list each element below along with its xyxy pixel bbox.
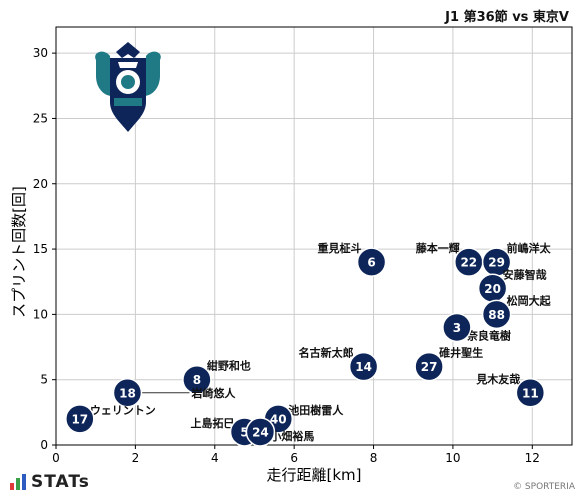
player-number-label: 88 <box>488 308 505 322</box>
player-marker[interactable] <box>182 364 212 395</box>
player-name-label: 名古新太郎 <box>299 346 354 360</box>
player-marker[interactable] <box>414 351 444 382</box>
player-number-label: 17 <box>71 412 88 426</box>
y-axis-label: スプリント回数[回] <box>10 186 28 318</box>
player-number-label: 11 <box>522 386 539 400</box>
copyright-text: © SPORTERIA <box>513 482 575 492</box>
stats-brand: STATs <box>10 472 90 492</box>
player-number-label: 14 <box>355 360 372 374</box>
player-number-label: 22 <box>460 256 477 270</box>
player-marker[interactable] <box>112 378 143 408</box>
player-name-label: 見木友哉 <box>475 372 520 386</box>
player-marker[interactable] <box>481 299 512 330</box>
player-name-label: 碓井聖生 <box>439 346 483 360</box>
x-tick-label: 12 <box>525 451 540 465</box>
x-tick-label: 8 <box>370 451 378 465</box>
y-tick-label: 20 <box>33 177 48 191</box>
player-name-label: 藤本一輝 <box>416 241 460 255</box>
y-tick-label: 25 <box>33 111 48 125</box>
player-marker[interactable] <box>515 378 546 408</box>
player-number-label: 6 <box>367 256 375 270</box>
player-number-label: 5 <box>240 425 248 439</box>
player-name-label: 紺野和也 <box>207 359 251 373</box>
player-name-label: 奈良竜樹 <box>466 328 511 342</box>
player-number-label: 29 <box>488 256 505 270</box>
player-number-label: 8 <box>193 373 201 387</box>
x-tick-label: 6 <box>290 451 298 465</box>
player-name-label: 上島拓巳 <box>191 416 235 430</box>
stats-bars-icon <box>10 474 26 490</box>
grid-lines <box>55 27 572 446</box>
y-tick-label: 10 <box>33 307 48 321</box>
x-axis-label: 走行距離[km] <box>266 466 361 484</box>
player-number-label: 18 <box>119 386 136 400</box>
club-emblem-logo <box>95 42 161 132</box>
player-name-label: 重見柾斗 <box>318 241 362 255</box>
x-tick-label: 4 <box>211 451 219 465</box>
match-title: J1 第36節 vs 東京V <box>445 10 569 25</box>
player-name-label: 岩崎悠人 <box>190 386 236 400</box>
y-tick-label: 15 <box>33 242 48 256</box>
x-tick-label: 10 <box>445 451 460 465</box>
player-number-label: 20 <box>484 282 501 296</box>
player-marker[interactable] <box>65 404 95 434</box>
player-marker[interactable] <box>245 417 276 447</box>
player-name-label: 前嶋洋太 <box>507 241 552 255</box>
brand-name: STATs <box>31 472 90 492</box>
y-tick-label: 0 <box>40 438 48 452</box>
player-name-label: 小畑裕馬 <box>269 429 314 443</box>
player-name-label: 池田樹雷人 <box>288 403 344 417</box>
player-name-label: ウェリントン <box>90 404 156 417</box>
player-number-label: 24 <box>252 425 269 439</box>
player-marker[interactable] <box>442 312 472 343</box>
y-tick-label: 5 <box>40 373 48 387</box>
player-marker[interactable] <box>348 351 379 382</box>
player-marker[interactable] <box>356 247 387 277</box>
x-tick-label: 2 <box>132 451 140 465</box>
player-number-label: 40 <box>270 412 287 426</box>
player-number-label: 27 <box>421 360 438 374</box>
player-number-label: 3 <box>453 321 461 335</box>
y-tick-label: 30 <box>33 46 48 60</box>
x-tick-label: 0 <box>52 451 60 465</box>
player-name-label: 松岡大起 <box>507 293 552 307</box>
plot-frame <box>55 26 573 446</box>
player-name-label: 安藤智哉 <box>503 267 547 281</box>
